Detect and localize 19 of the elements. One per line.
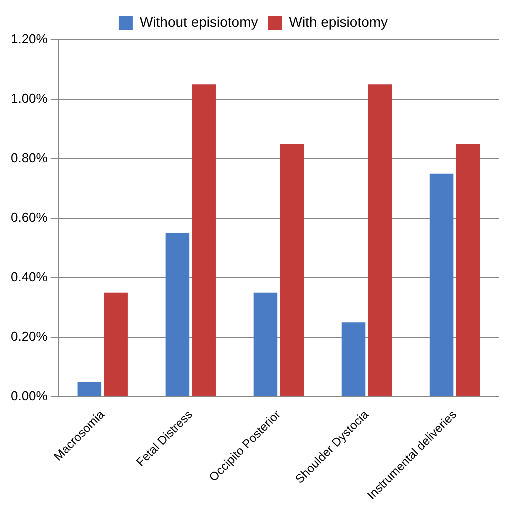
bar	[430, 174, 454, 396]
bar	[456, 144, 480, 396]
bar	[166, 233, 190, 396]
y-tick-label: 0.00%	[10, 388, 48, 404]
y-tick-label: 0.80%	[10, 150, 48, 166]
bar	[342, 322, 366, 396]
bar	[192, 84, 216, 396]
y-tick-label: 0.20%	[10, 329, 48, 344]
y-tick-label: 0.60%	[10, 210, 48, 226]
bar	[104, 292, 128, 396]
bar	[368, 84, 392, 396]
y-tick-label: 1.00%	[10, 91, 48, 106]
bar	[280, 144, 304, 396]
y-tick-label: 1.20%	[10, 32, 48, 47]
legend-label: Without episiotomy	[140, 14, 258, 30]
bar	[78, 382, 102, 396]
legend-label: With episiotomy	[289, 14, 388, 30]
bar	[254, 292, 278, 396]
y-tick-label: 0.40%	[10, 270, 48, 285]
